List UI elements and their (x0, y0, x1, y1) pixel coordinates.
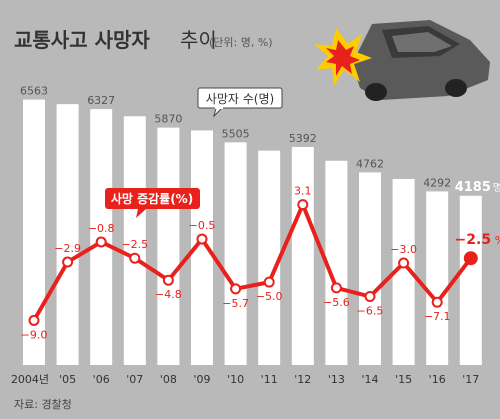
x-tick-5: '09 (193, 373, 210, 386)
rate-point-5 (196, 233, 208, 245)
bar-7 (258, 150, 281, 365)
bar-value-label-8: 5392 (289, 132, 317, 145)
rate-point-7 (263, 276, 275, 288)
bar-value-label-10: 4762 (356, 157, 384, 170)
bar-value-label-12: 4292 (423, 176, 451, 189)
rate-value-label-3: −2.5 (121, 238, 148, 251)
x-axis-ticks: 2004년 '05 '06 '07 '08 '09 '10 '11 '12 '13 '14 '15 '1… (11, 373, 479, 386)
rate-point-0 (28, 314, 40, 326)
bar-8 (291, 146, 314, 365)
x-tick-2: '06 (93, 373, 110, 386)
x-tick-9: '13 (328, 373, 345, 386)
rate-line-path (32, 202, 473, 322)
rate-point-4 (162, 274, 174, 286)
x-tick-11: '15 (395, 373, 412, 386)
rate-point-11 (398, 257, 410, 269)
deaths-callout: 사망자 수(명) (197, 87, 283, 118)
bar-value-label-4: 5870 (154, 113, 182, 126)
rate-callout-label: 사망 증감률(%) (111, 191, 193, 206)
bar-series (23, 99, 482, 365)
rate-value-label-9: −5.6 (323, 296, 350, 309)
rate-value-label-4: −4.8 (155, 288, 182, 301)
bar-value-label-0: 6563 (20, 85, 48, 98)
bar-value-labels: 6563 6327 5870 5505 5392 4762 4292 4185 명 (20, 85, 500, 195)
x-tick-7: '11 (261, 373, 278, 386)
car-crash-icon (314, 20, 490, 101)
x-tick-1: '05 (59, 373, 76, 386)
x-tick-13: '17 (462, 373, 479, 386)
x-tick-10: '14 (361, 373, 378, 386)
bar-4 (157, 127, 180, 365)
unit-label: (단위: 명, %) (209, 36, 273, 49)
rate-point-2 (95, 236, 107, 248)
x-tick-0: 2004년 (11, 373, 49, 386)
rate-point-13 (463, 251, 478, 266)
rate-value-labels: −9.0−2.9−0.8−2.5−4.8−0.5−5.7−5.03.1−5.6−… (21, 185, 500, 342)
rate-value-label-12: −7.1 (424, 310, 451, 323)
bar-3 (123, 116, 146, 365)
rate-value-label-1: −2.9 (54, 242, 81, 255)
rate-point-8 (297, 199, 309, 211)
rate-value-label-2: −0.8 (88, 222, 115, 235)
bar-1 (56, 104, 79, 365)
rate-point-12 (431, 296, 443, 308)
source-label: 자료: 경찰청 (14, 398, 72, 411)
deaths-callout-label: 사망자 수(명) (206, 92, 274, 106)
rate-point-6 (230, 283, 242, 295)
bar-13 (459, 195, 482, 365)
rate-point-10 (364, 291, 376, 302)
rate-value-label-13: −2.5 (455, 232, 492, 248)
chart-title: 교통사고 사망자 (14, 28, 150, 52)
rate-callout: 사망 증감률(%) (105, 188, 200, 218)
rate-value-label-0: −9.0 (21, 328, 48, 341)
chart-title-suffix: 추이 (180, 28, 217, 52)
rate-point-3 (129, 252, 141, 264)
rate-point-9 (330, 282, 342, 294)
bar-value-label-2: 6327 (87, 94, 115, 107)
rate-series (28, 199, 478, 326)
rate-value-label-8: 3.1 (294, 185, 312, 198)
x-tick-6: '10 (227, 373, 244, 386)
x-tick-12: '16 (429, 373, 446, 386)
rate-value-label-6: −5.7 (222, 297, 249, 310)
bar-0 (23, 99, 45, 365)
bar-value-label-13: 4185 (455, 180, 491, 195)
bar-last-unit: 명 (493, 182, 500, 194)
bar-9 (325, 160, 348, 365)
bar-12 (426, 191, 449, 365)
rate-value-label-11: −3.0 (390, 243, 417, 256)
rate-point-1 (62, 256, 74, 268)
rate-value-label-7: −5.0 (256, 290, 283, 303)
x-tick-3: '07 (126, 373, 143, 386)
x-tick-4: '08 (160, 373, 177, 386)
bar-value-label-6: 5505 (222, 127, 250, 140)
rate-last-unit: % (495, 234, 500, 247)
rate-value-label-10: −6.5 (357, 305, 384, 318)
rate-value-label-5: −0.5 (189, 219, 216, 232)
bar-10 (359, 172, 381, 365)
bar-11 (392, 178, 415, 365)
x-tick-8: '12 (294, 373, 311, 386)
bar-6 (224, 142, 247, 365)
